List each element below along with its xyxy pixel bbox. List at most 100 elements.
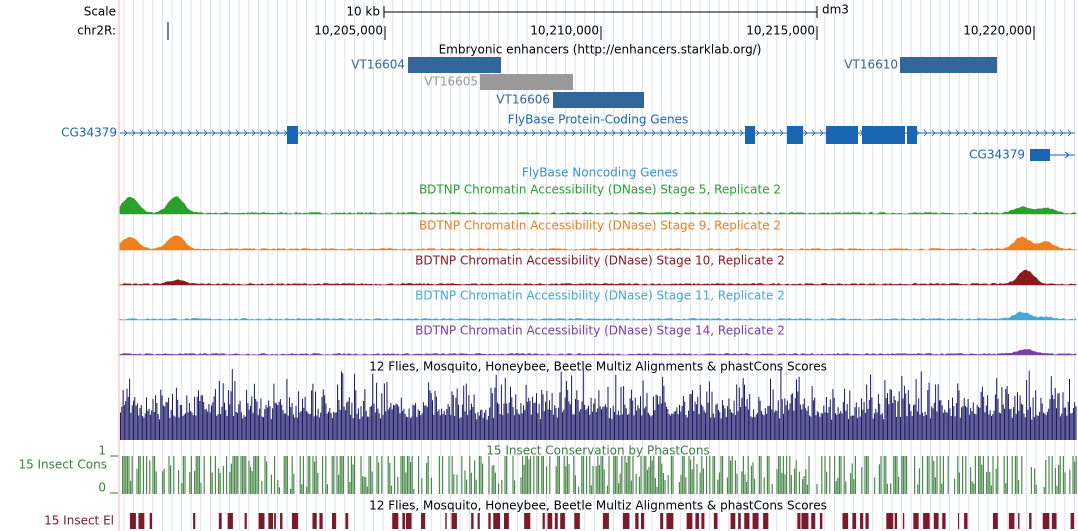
cons-bar — [227, 390, 229, 440]
cons-bar — [318, 417, 320, 440]
cons-bar — [477, 412, 479, 440]
cons-bar — [650, 416, 652, 440]
strand-arrow — [1003, 129, 1008, 137]
cons-bar — [841, 413, 843, 440]
cons-bar — [773, 412, 775, 440]
cons-bar — [224, 402, 225, 440]
cons-bar — [126, 388, 128, 440]
phast-bar — [630, 480, 632, 494]
cons-bar — [927, 389, 929, 440]
strand-arrow — [395, 129, 400, 137]
cons-bar — [446, 409, 448, 440]
strand-arrow — [259, 129, 264, 137]
strand-arrow — [427, 129, 432, 137]
cons-bar — [344, 410, 346, 440]
phast-bar — [456, 474, 458, 494]
phast-bar — [805, 469, 807, 494]
cons-bar — [326, 413, 328, 440]
phast-bar — [627, 456, 629, 494]
cons-bar — [1013, 407, 1015, 440]
cons-bar — [624, 404, 626, 440]
strand-arrow — [179, 129, 184, 137]
cons-bar — [343, 406, 345, 440]
phast-bar — [448, 456, 450, 494]
cons-bar — [526, 401, 528, 440]
cons-bar — [646, 392, 648, 440]
phast-bar — [606, 485, 608, 494]
phast-bar — [470, 472, 472, 494]
cons-bar — [556, 417, 558, 440]
cons-bar — [638, 408, 640, 440]
phast-bar — [608, 456, 610, 494]
cons-bar — [909, 403, 911, 440]
cons-bar — [555, 407, 557, 440]
cons-bar — [744, 384, 745, 440]
cons-bar — [571, 375, 573, 440]
cons-bar — [387, 409, 389, 440]
phast-bar — [525, 456, 527, 494]
element — [744, 513, 750, 529]
cons-bar — [286, 378, 288, 440]
cons-bar — [478, 415, 480, 440]
strand-arrow — [547, 129, 552, 137]
phast-bar — [648, 466, 650, 494]
phast-bar — [536, 456, 538, 494]
cons-bar — [945, 412, 947, 440]
cons-bar — [421, 413, 423, 440]
phast-bar — [214, 456, 216, 494]
cons-bar — [919, 414, 921, 440]
label: FlyBase Noncoding Genes — [522, 166, 678, 180]
strand-arrow — [571, 129, 576, 137]
element — [752, 513, 759, 529]
cons-bar — [489, 407, 491, 440]
element — [842, 513, 849, 529]
cons-bar — [187, 412, 189, 440]
strand-arrow — [347, 129, 352, 137]
strand-arrow — [1027, 129, 1032, 137]
cons-bar — [204, 409, 206, 440]
cons-bar — [690, 394, 692, 440]
cons-bar — [406, 416, 407, 440]
cons-bar — [636, 410, 638, 440]
cons-bar — [350, 414, 352, 440]
cons-bar — [247, 403, 249, 440]
phast-bar — [592, 465, 594, 494]
cons-bar — [153, 411, 155, 440]
phast-bar — [645, 456, 647, 494]
cons-bar — [256, 401, 258, 440]
exon — [862, 126, 905, 144]
cons-bar — [797, 391, 799, 440]
cons-bar — [469, 409, 471, 440]
cons-bar — [714, 417, 716, 440]
cons-bar — [754, 417, 756, 440]
cons-bar — [740, 406, 742, 440]
exon — [745, 126, 755, 144]
phast-bar — [366, 486, 368, 494]
phast-bar — [1072, 456, 1074, 494]
cons-bar — [563, 409, 565, 440]
phast-bar — [381, 456, 383, 494]
cons-bar — [610, 407, 612, 440]
cons-bar — [796, 379, 797, 440]
phast-bar — [568, 463, 570, 494]
cons-bar — [710, 417, 712, 440]
strand-arrow — [955, 129, 960, 137]
cons-bar — [620, 387, 622, 440]
cons-bar — [608, 418, 610, 440]
cons-bar — [1072, 407, 1074, 440]
phast-bar — [480, 456, 482, 494]
cons-bar — [473, 394, 475, 440]
cons-bar — [656, 395, 658, 440]
cons-bar — [391, 409, 393, 440]
cons-bar — [274, 402, 276, 440]
cons-bar — [536, 393, 537, 440]
cons-bar — [240, 412, 242, 440]
phast-bar — [741, 471, 743, 494]
phast-bar — [403, 456, 405, 494]
cons-bar — [507, 413, 509, 440]
cons-bar — [615, 374, 617, 440]
phast-bar — [155, 471, 157, 494]
cons-bar — [290, 407, 292, 440]
phast-bar — [867, 456, 869, 494]
cons-bar — [1066, 415, 1068, 440]
